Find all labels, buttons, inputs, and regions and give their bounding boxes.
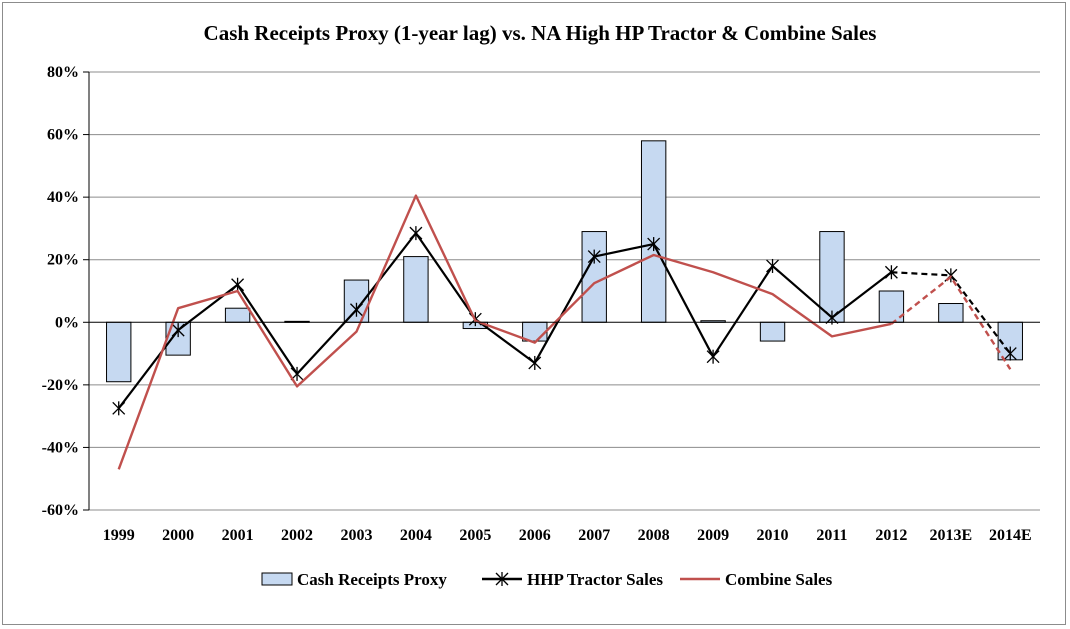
x-tick-label: 1999 — [103, 527, 135, 544]
asterisk-marker — [884, 265, 898, 280]
x-tick-label: 2012 — [875, 527, 907, 544]
y-tick-label: 40% — [47, 189, 79, 206]
x-tick-label: 2011 — [816, 527, 847, 544]
x-tick-label: 2006 — [519, 527, 551, 544]
y-tick-label: 80% — [47, 64, 79, 81]
bar — [106, 321, 132, 383]
bar — [403, 256, 429, 323]
legend-swatch — [261, 572, 293, 586]
bar — [759, 321, 786, 342]
x-tick-label: 2003 — [340, 527, 372, 544]
asterisk-marker — [1003, 346, 1017, 361]
gridlines — [89, 71, 1040, 511]
legend-item: Combine Sales — [680, 570, 833, 589]
x-tick-label: 2009 — [697, 527, 729, 544]
series-line — [117, 232, 893, 409]
lines-layer — [112, 194, 1017, 470]
asterisk-marker — [766, 258, 779, 273]
x-tick-label: 2014E — [989, 527, 1032, 544]
series-line-estimate — [890, 275, 1012, 370]
x-tick-label: 2002 — [281, 527, 313, 544]
asterisk-marker — [587, 249, 601, 264]
legend-label: HHP Tractor Sales — [527, 570, 663, 589]
legend-label: Cash Receipts Proxy — [297, 570, 447, 589]
y-tick-label: 20% — [47, 252, 79, 269]
x-tick-label: 2005 — [459, 527, 491, 544]
x-tick-label: 2008 — [638, 527, 670, 544]
y-tick-label: 60% — [47, 127, 79, 144]
y-tick-label: 0% — [55, 314, 79, 331]
series-line — [117, 194, 892, 470]
asterisk-marker — [706, 349, 720, 364]
asterisk-marker — [350, 302, 363, 317]
chart-title: Cash Receipts Proxy (1-year lag) vs. NA … — [204, 21, 877, 45]
legend-item: HHP Tractor Sales — [482, 570, 663, 589]
x-tick-label: 2004 — [400, 527, 432, 544]
x-tick-label: 2001 — [222, 527, 254, 544]
y-tick-label: -20% — [42, 377, 79, 394]
series-line-estimate — [891, 271, 1012, 355]
ticks-layer: -60% -40% -20% 0% 20% 40% 60% 80% 1999 2000 2001 20… — [42, 64, 1032, 544]
bar — [819, 231, 845, 323]
axes-layer — [83, 71, 1040, 511]
x-tick-label: 2007 — [578, 527, 610, 544]
x-tick-label: 2000 — [162, 527, 194, 544]
asterisk-marker — [112, 401, 126, 416]
asterisk-marker — [647, 237, 661, 252]
asterisk-marker — [528, 355, 542, 370]
legend-label: Combine Sales — [725, 570, 833, 589]
bar — [640, 140, 667, 323]
legend: Cash Receipts Proxy HHP Tractor Sales Comb… — [261, 570, 833, 589]
x-tick-label: 2010 — [757, 527, 789, 544]
y-tick-label: -40% — [42, 439, 79, 456]
x-tick-label: 2013E — [930, 527, 973, 544]
asterisk-marker — [231, 277, 245, 292]
bar — [938, 303, 964, 323]
bar — [224, 307, 251, 323]
bars-layer — [106, 140, 1023, 383]
legend-item: Cash Receipts Proxy — [261, 570, 447, 589]
asterisk-marker — [409, 226, 423, 241]
bar — [581, 231, 607, 323]
asterisk-marker — [171, 323, 185, 338]
y-tick-label: -60% — [42, 502, 79, 519]
